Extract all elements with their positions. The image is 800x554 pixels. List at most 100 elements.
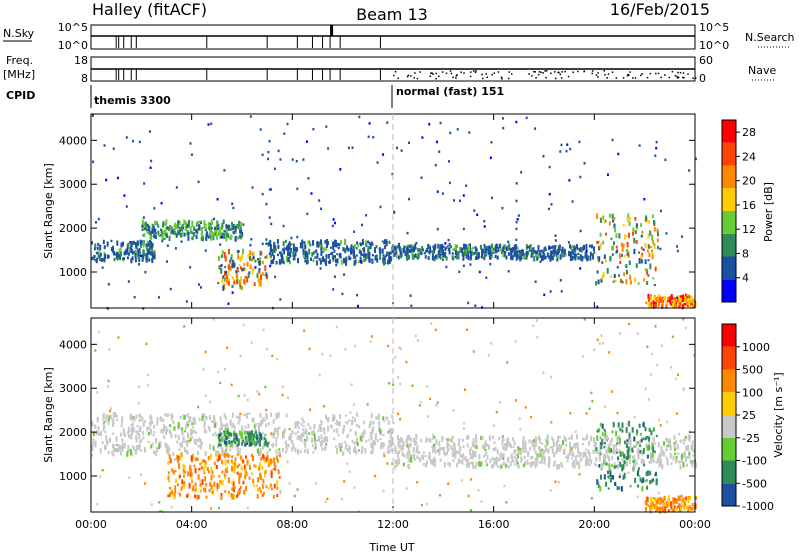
cell-1-225 — [174, 470, 177, 473]
cell-2-106 — [233, 432, 236, 437]
cell-5-56 — [626, 248, 629, 253]
cell-3-51 — [292, 243, 295, 249]
scatter-cell-124 — [670, 365, 673, 369]
cell-4-351 — [476, 255, 479, 260]
cell-5-67 — [602, 272, 605, 278]
scatter-cell-171 — [96, 391, 99, 394]
cell-0-158 — [222, 434, 225, 440]
cell-6-64 — [665, 304, 668, 309]
cell-3-286 — [617, 436, 620, 440]
cell-3-148 — [362, 259, 365, 262]
cell-4-96 — [617, 422, 620, 428]
scatter-cell-138 — [596, 305, 599, 309]
cell-0-371 — [254, 422, 257, 427]
cell-4-363 — [403, 245, 406, 249]
cell-2-107 — [232, 260, 235, 266]
cell-3-452 — [595, 464, 598, 467]
cell-1-149 — [191, 224, 194, 228]
cell-6-72 — [652, 300, 655, 305]
scatter-cell-190 — [265, 242, 268, 245]
cell-4-238 — [397, 255, 400, 260]
cell-1-196 — [264, 460, 267, 464]
cell-1-99 — [195, 234, 198, 240]
cell-4-129 — [490, 256, 493, 260]
cell-4-108 — [607, 475, 610, 478]
cell-1-102 — [241, 459, 244, 463]
cell-2-84 — [249, 434, 252, 441]
cell-0-114 — [142, 242, 145, 248]
cell-0-21 — [95, 251, 98, 255]
cell-1-4 — [209, 235, 212, 241]
cell-4-66 — [635, 433, 638, 436]
cell-4-121 — [623, 472, 626, 479]
cell-3-364 — [531, 456, 534, 459]
nave-dot-90 — [597, 72, 599, 74]
cell-5-11 — [652, 277, 655, 280]
scatter-cell-196 — [525, 116, 528, 120]
scatter-cell-95 — [128, 476, 131, 480]
cell-3-237 — [647, 441, 650, 444]
cell-5-108 — [646, 281, 649, 285]
cell-5-2 — [608, 221, 611, 226]
cell-4-110 — [590, 244, 593, 249]
cell-4-47 — [556, 248, 559, 255]
scatter-cell-137 — [262, 419, 265, 422]
cell-1-13 — [267, 461, 270, 468]
cell-5-105 — [649, 230, 652, 236]
scatter-cell-58 — [324, 500, 327, 503]
cell-1-120 — [197, 474, 200, 480]
cell-3-594 — [438, 449, 441, 456]
cell-0-601 — [325, 417, 328, 421]
scatter-cell-17 — [309, 408, 312, 411]
cell-0-615 — [245, 412, 248, 419]
cell-3-166 — [317, 245, 320, 248]
cell-4-183 — [414, 253, 417, 258]
cell-4-70 — [605, 462, 608, 466]
cell-0-334 — [300, 432, 303, 438]
cell-1-26 — [204, 233, 207, 240]
cell-0-87 — [106, 254, 109, 259]
cell-0-419 — [185, 449, 188, 454]
cell-1-64 — [236, 453, 239, 456]
nave-dot-43 — [474, 71, 477, 74]
cell-1-12 — [274, 464, 277, 470]
scatter-cell-147 — [420, 176, 423, 180]
cell-0-179 — [118, 447, 121, 452]
cell-3-519 — [680, 459, 683, 464]
cell-1-62 — [204, 226, 207, 229]
cell-2-105 — [253, 440, 256, 446]
scatter-cell-158 — [183, 325, 186, 328]
cell-0-379 — [124, 433, 127, 438]
cell-2-90 — [246, 438, 249, 443]
scatter-cell-184 — [490, 141, 493, 144]
cell-0-238 — [294, 421, 297, 428]
cell-0-27 — [147, 440, 150, 444]
cell-3-181 — [598, 451, 601, 455]
cell-3-645 — [576, 454, 579, 457]
cell-0-296 — [179, 442, 182, 446]
cell-1-177 — [279, 454, 282, 458]
cell-3-541 — [595, 441, 598, 447]
cell-4-308 — [578, 247, 581, 252]
cell-1-84 — [236, 224, 239, 229]
cell-3-15 — [475, 461, 478, 466]
cell-4-55 — [609, 470, 612, 477]
cell-3-411 — [617, 460, 620, 463]
scatter-cell-27 — [366, 403, 369, 406]
nave-dot-74 — [406, 75, 409, 78]
cell-1-151 — [195, 228, 198, 234]
cell-3-273 — [678, 460, 681, 464]
cell-5-22 — [622, 224, 625, 227]
cell-3-336 — [512, 446, 515, 449]
cell-0-326 — [323, 428, 326, 435]
scatter-cell-13 — [489, 156, 492, 160]
cell-0-435 — [174, 434, 177, 438]
cell-0-628 — [237, 420, 240, 425]
scatter-cell-234 — [469, 509, 472, 512]
y-tick-label-1: 2000 — [59, 426, 87, 439]
cell-1-45 — [223, 453, 226, 459]
cell-0-14 — [351, 416, 354, 419]
cell-1-48 — [210, 227, 213, 230]
cell-0-467 — [360, 435, 363, 440]
